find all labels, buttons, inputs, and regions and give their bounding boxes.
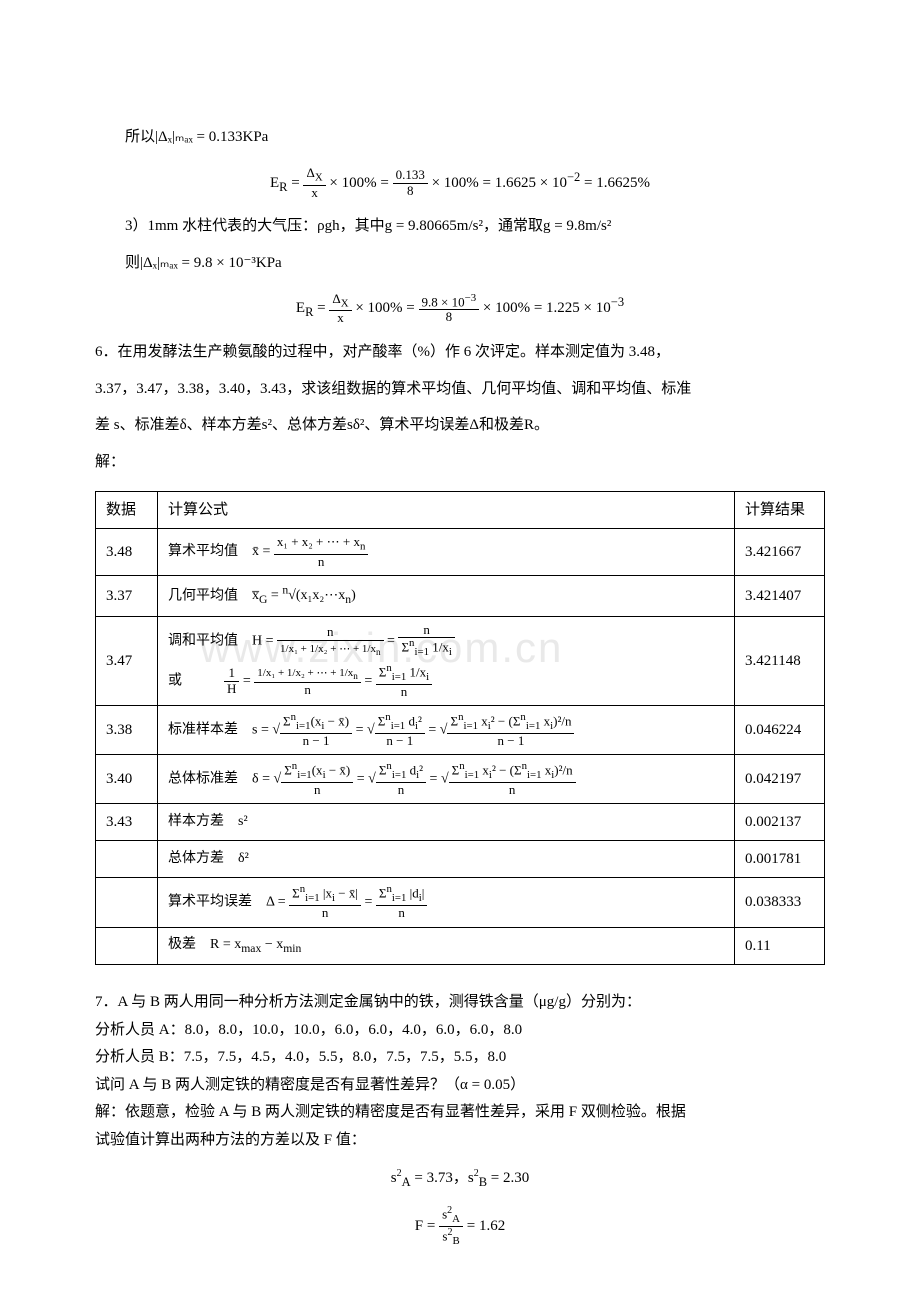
cell-formula: 调和平均值 H = n1/x₁ + 1/x₂ + ⋯ + 1/xn = nΣni… xyxy=(158,616,735,705)
cell-formula: 极差 R = xmax − xmin xyxy=(158,927,735,964)
cell-formula: 样本方差 s² xyxy=(158,804,735,841)
para3-line2: 分析人员 A：8.0，8.0，10.0，10.0，6.0，6.0，4.0，6.0… xyxy=(95,1018,825,1044)
cell-data: 3.38 xyxy=(96,706,158,755)
para3-line3: 分析人员 B：7.5，7.5，4.5，4.0，5.5，8.0，7.5，7.5，5… xyxy=(95,1045,825,1071)
equation-er1: ER = ΔXx × 100% = 0.1338 × 100% = 1.6625… xyxy=(95,163,825,202)
cell-data xyxy=(96,841,158,878)
table-row: 算术平均误差 Δ = Σni=1 |xi − x̄|n = Σni=1 |di|… xyxy=(96,878,825,927)
cell-result: 0.11 xyxy=(735,927,825,964)
cell-data: 3.40 xyxy=(96,755,158,804)
table-row: 3.48算术平均值 x̄ = x₁ + x₂ + ⋯ + xnn3.421667 xyxy=(96,529,825,576)
para2-line4: 解： xyxy=(95,445,825,480)
cell-formula: 标准样本差 s = √Σni=1(xi − x̄)n − 1 = √Σni=1 … xyxy=(158,706,735,755)
results-table: 数据 计算公式 计算结果 3.48算术平均值 x̄ = x₁ + x₂ + ⋯ … xyxy=(95,491,825,965)
page-content: 所以|Δₓ|ₘₐₓ = 0.133KPa ER = ΔXx × 100% = 0… xyxy=(95,120,825,1247)
cell-formula: 算术平均值 x̄ = x₁ + x₂ + ⋯ + xnn xyxy=(158,529,735,576)
table-row: 3.43样本方差 s²0.002137 xyxy=(96,804,825,841)
para3-line6: 试验值计算出两种方法的方差以及 F 值： xyxy=(95,1128,825,1154)
cell-result: 0.001781 xyxy=(735,841,825,878)
cell-result: 0.042197 xyxy=(735,755,825,804)
cell-data xyxy=(96,878,158,927)
header-data: 数据 xyxy=(96,492,158,529)
equation-variance: s2A = 3.73，s2B = 2.30 xyxy=(95,1161,825,1197)
cell-data: 3.48 xyxy=(96,529,158,576)
cell-formula: 总体方差 δ² xyxy=(158,841,735,878)
para3-line4: 试问 A 与 B 两人测定铁的精密度是否有显著性差异？（α = 0.05） xyxy=(95,1073,825,1099)
para3-line5: 解：依题意，检验 A 与 B 两人测定铁的精密度是否有显著性差异，采用 F 双侧… xyxy=(95,1100,825,1126)
cell-result: 3.421407 xyxy=(735,575,825,616)
table-row: 总体方差 δ²0.001781 xyxy=(96,841,825,878)
table-row: 3.40总体标准差 δ = √Σni=1(xi − x̄)n = √Σni=1 … xyxy=(96,755,825,804)
header-result: 计算结果 xyxy=(735,492,825,529)
table-row: 极差 R = xmax − xmin0.11 xyxy=(96,927,825,964)
para1-line2: 3）1mm 水柱代表的大气压：ρgh，其中g = 9.80665m/s²，通常取… xyxy=(95,209,825,244)
cell-result: 3.421667 xyxy=(735,529,825,576)
cell-formula: 算术平均误差 Δ = Σni=1 |xi − x̄|n = Σni=1 |di|… xyxy=(158,878,735,927)
cell-formula: 总体标准差 δ = √Σni=1(xi − x̄)n = √Σni=1 di²n… xyxy=(158,755,735,804)
cell-data: 3.43 xyxy=(96,804,158,841)
cell-result: 0.002137 xyxy=(735,804,825,841)
para1-line1: 所以|Δₓ|ₘₐₓ = 0.133KPa xyxy=(95,120,825,155)
cell-result: 3.421148 xyxy=(735,616,825,705)
para2-line3: 差 s、标准差δ、样本方差s²、总体方差sδ²、算术平均误差Δ和极差R。 xyxy=(95,408,825,443)
cell-result: 0.046224 xyxy=(735,706,825,755)
cell-result: 0.038333 xyxy=(735,878,825,927)
cell-data xyxy=(96,927,158,964)
para1-line3: 则|Δₓ|ₘₐₓ = 9.8 × 10⁻³KPa xyxy=(95,246,825,281)
para2-line1: 6．在用发酵法生产赖氨酸的过程中，对产酸率（%）作 6 次评定。样本测定值为 3… xyxy=(95,335,825,370)
cell-data: 3.47 xyxy=(96,616,158,705)
table-header-row: 数据 计算公式 计算结果 xyxy=(96,492,825,529)
equation-f-value: F = s2As2B = 1.62 xyxy=(95,1205,825,1248)
para3-line1: 7．A 与 B 两人用同一种分析方法测定金属钠中的铁，测得铁含量（μg/g）分别… xyxy=(95,990,825,1016)
table-row: 3.47调和平均值 H = n1/x₁ + 1/x₂ + ⋯ + 1/xn = … xyxy=(96,616,825,705)
table-row: 3.38标准样本差 s = √Σni=1(xi − x̄)n − 1 = √Σn… xyxy=(96,706,825,755)
header-formula: 计算公式 xyxy=(158,492,735,529)
cell-formula: 几何平均值 x̅G = n√(x₁x₂⋯xn) xyxy=(158,575,735,616)
para2-line2: 3.37，3.47，3.38，3.40，3.43，求该组数据的算术平均值、几何平… xyxy=(95,372,825,407)
equation-er2: ER = ΔXx × 100% = 9.8 × 10−38 × 100% = 1… xyxy=(95,288,825,327)
table-row: 3.37几何平均值 x̅G = n√(x₁x₂⋯xn)3.421407 xyxy=(96,575,825,616)
cell-data: 3.37 xyxy=(96,575,158,616)
